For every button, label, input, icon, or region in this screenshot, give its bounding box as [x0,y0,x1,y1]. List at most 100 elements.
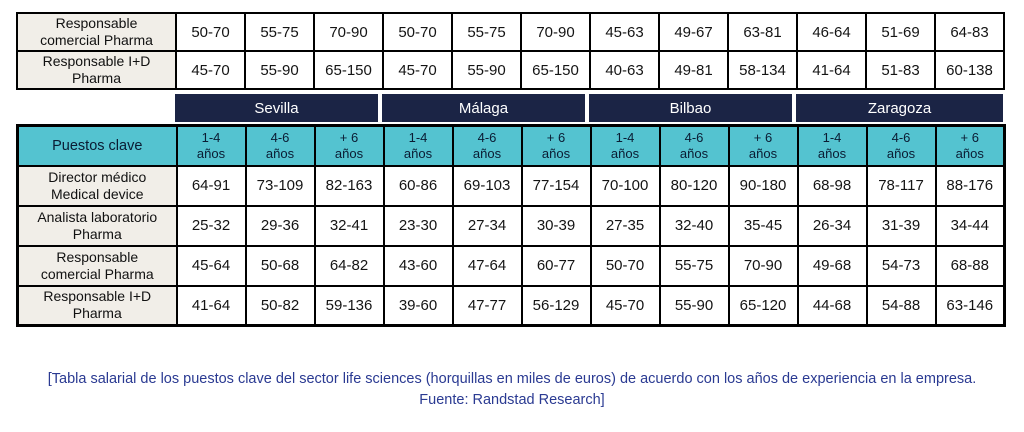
salary-range-cell: 55-75 [451,12,522,52]
salary-range-cell: 55-75 [244,12,315,52]
salary-range-cell: 65-120 [727,284,799,327]
salary-range-cell: 54-73 [865,244,937,287]
experience-header-cell: 1-4 años [382,124,454,167]
salary-range-cell: 45-70 [589,284,661,327]
position-label-cell: Responsable comercial Pharma [16,244,178,287]
position-label-cell: Responsable I+D Pharma [16,50,177,90]
salary-range-cell: 78-117 [865,164,937,207]
city-header-malaga: Málaga [382,94,589,122]
experience-header-cell: 1-4 años [796,124,868,167]
salary-range-cell: 55-75 [658,244,730,287]
salary-range-cell: 47-77 [451,284,523,327]
table-row: Responsable comercial Pharma 50-70 55-75… [16,12,1005,52]
salary-range-cell: 70-90 [313,12,384,52]
experience-header-cell: + 6 años [934,124,1006,167]
salary-range-cell: 64-82 [313,244,385,287]
city-header-bilbao: Bilbao [589,94,796,122]
experience-header-cell: 1-4 años [589,124,661,167]
salary-range-cell: 46-64 [796,12,867,52]
experience-header-cell: 4-6 años [451,124,523,167]
salary-range-cell: 50-82 [244,284,316,327]
salary-range-cell: 65-150 [520,50,591,90]
top-salary-table: Responsable comercial Pharma 50-70 55-75… [16,12,1005,90]
salary-range-cell: 45-64 [175,244,247,287]
salary-range-cell: 44-68 [796,284,868,327]
salary-range-cell: 82-163 [313,164,385,207]
salary-range-cell: 32-41 [313,204,385,247]
position-label-cell: Analista laboratorio Pharma [16,204,178,247]
salary-range-cell: 69-103 [451,164,523,207]
main-salary-table: Puestos clave 1-4 años 4-6 años + 6 años… [16,124,1006,327]
table-row: Responsable comercial Pharma 45-64 50-68… [16,244,1006,287]
salary-range-cell: 23-30 [382,204,454,247]
experience-header-cell: + 6 años [520,124,592,167]
salary-range-cell: 60-86 [382,164,454,207]
salary-range-cell: 35-45 [727,204,799,247]
caption-line-1: [Tabla salarial de los puestos clave del… [47,371,977,387]
position-label-cell: Responsable comercial Pharma [16,12,177,52]
experience-header-cell: 4-6 años [658,124,730,167]
salary-range-cell: 41-64 [175,284,247,327]
salary-range-cell: 47-64 [451,244,523,287]
salary-range-cell: 64-91 [175,164,247,207]
salary-range-cell: 45-70 [175,50,246,90]
experience-header-cell: + 6 años [313,124,385,167]
salary-range-cell: 70-90 [520,12,591,52]
salary-range-cell: 90-180 [727,164,799,207]
experience-header-cell: 4-6 años [865,124,937,167]
salary-range-cell: 50-68 [244,244,316,287]
table-row: Responsable I+D Pharma 45-70 55-90 65-15… [16,50,1005,90]
salary-range-cell: 64-83 [934,12,1005,52]
salary-range-cell: 60-77 [520,244,592,287]
salary-range-cell: 27-34 [451,204,523,247]
salary-range-cell: 80-120 [658,164,730,207]
salary-range-cell: 31-39 [865,204,937,247]
table-row: Director médico Medical device 64-91 73-… [16,164,1006,207]
salary-range-cell: 29-36 [244,204,316,247]
position-label-cell: Responsable I+D Pharma [16,284,178,327]
salary-range-cell: 60-138 [934,50,1005,90]
position-label-cell: Director médico Medical device [16,164,178,207]
salary-range-cell: 65-150 [313,50,384,90]
salary-range-cell: 68-88 [934,244,1006,287]
table-row: Responsable I+D Pharma 41-64 50-82 59-13… [16,284,1006,327]
salary-range-cell: 32-40 [658,204,730,247]
salary-range-cell: 40-63 [589,50,660,90]
table-caption: [Tabla salarial de los puestos clave del… [0,369,1024,411]
salary-range-cell: 39-60 [382,284,454,327]
experience-header-cell: 4-6 años [244,124,316,167]
salary-range-cell: 55-90 [451,50,522,90]
salary-range-cell: 51-83 [865,50,936,90]
salary-range-cell: 73-109 [244,164,316,207]
salary-range-cell: 25-32 [175,204,247,247]
salary-range-cell: 55-90 [658,284,730,327]
salary-range-cell: 54-88 [865,284,937,327]
salary-range-cell: 59-136 [313,284,385,327]
city-header-zaragoza: Zaragoza [796,94,1003,122]
salary-range-cell: 45-63 [589,12,660,52]
salary-range-cell: 34-44 [934,204,1006,247]
salary-range-cell: 30-39 [520,204,592,247]
salary-range-cell: 49-68 [796,244,868,287]
table-row: Analista laboratorio Pharma 25-32 29-36 … [16,204,1006,247]
salary-range-cell: 58-134 [727,50,798,90]
salary-range-cell: 50-70 [382,12,453,52]
corner-header-cell: Puestos clave [16,124,178,167]
experience-header-cell: + 6 años [727,124,799,167]
experience-header-row: Puestos clave 1-4 años 4-6 años + 6 años… [16,124,1006,167]
city-header-sevilla: Sevilla [175,94,382,122]
salary-range-cell: 68-98 [796,164,868,207]
salary-range-cell: 45-70 [382,50,453,90]
salary-range-cell: 56-129 [520,284,592,327]
experience-header-cell: 1-4 años [175,124,247,167]
city-header-band: Sevilla Málaga Bilbao Zaragoza [175,94,1003,122]
salary-range-cell: 49-81 [658,50,729,90]
salary-range-cell: 70-90 [727,244,799,287]
salary-range-cell: 63-146 [934,284,1006,327]
salary-range-cell: 50-70 [589,244,661,287]
salary-range-cell: 77-154 [520,164,592,207]
salary-range-cell: 43-60 [382,244,454,287]
salary-range-cell: 41-64 [796,50,867,90]
salary-range-cell: 70-100 [589,164,661,207]
